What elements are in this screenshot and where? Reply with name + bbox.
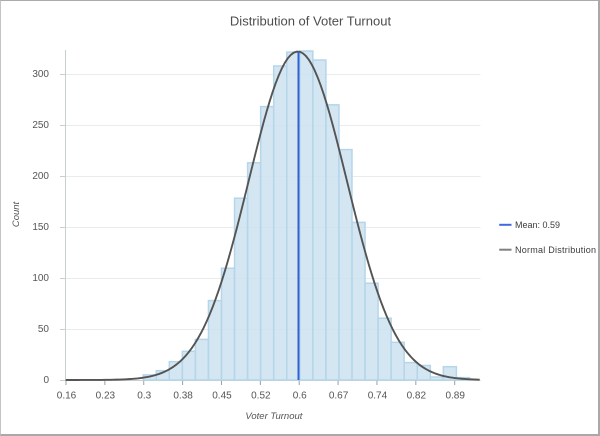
svg-text:250: 250: [32, 120, 49, 131]
svg-text:0.3: 0.3: [137, 391, 151, 402]
svg-text:0.6: 0.6: [293, 391, 307, 402]
svg-text:Normal Distribution: Normal Distribution: [515, 245, 596, 255]
svg-text:Count: Count: [11, 201, 22, 227]
svg-text:0.38: 0.38: [173, 391, 193, 402]
svg-text:100: 100: [32, 273, 49, 284]
svg-text:Mean: 0.59: Mean: 0.59: [515, 220, 560, 230]
svg-text:0.74: 0.74: [368, 391, 388, 402]
svg-text:200: 200: [32, 171, 49, 182]
svg-text:50: 50: [38, 324, 50, 335]
svg-text:300: 300: [32, 69, 49, 80]
svg-text:0.67: 0.67: [329, 391, 349, 402]
svg-text:0.16: 0.16: [57, 391, 77, 402]
svg-text:0.45: 0.45: [212, 391, 232, 402]
svg-text:0.23: 0.23: [96, 391, 116, 402]
svg-text:0: 0: [43, 375, 49, 386]
svg-text:0.82: 0.82: [407, 391, 427, 402]
svg-text:0.52: 0.52: [251, 391, 271, 402]
svg-text:Voter Turnout: Voter Turnout: [245, 411, 302, 422]
svg-text:0.89: 0.89: [445, 391, 465, 402]
svg-text:150: 150: [32, 222, 49, 233]
svg-text:Distribution of Voter Turnout: Distribution of Voter Turnout: [230, 13, 392, 28]
